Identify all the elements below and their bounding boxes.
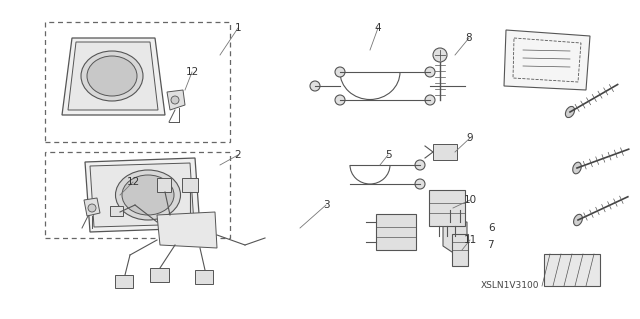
Polygon shape	[150, 268, 169, 282]
Text: XSLN1V3100: XSLN1V3100	[481, 280, 540, 290]
Polygon shape	[90, 163, 194, 227]
Polygon shape	[544, 254, 600, 286]
Circle shape	[335, 67, 345, 77]
Polygon shape	[182, 178, 198, 192]
Ellipse shape	[122, 175, 174, 215]
Ellipse shape	[115, 170, 180, 220]
Text: 11: 11	[463, 235, 477, 245]
Polygon shape	[504, 30, 590, 90]
Ellipse shape	[573, 214, 582, 226]
Circle shape	[335, 95, 345, 105]
Polygon shape	[84, 198, 100, 216]
Text: 4: 4	[374, 23, 381, 33]
Circle shape	[415, 160, 425, 170]
Circle shape	[425, 95, 435, 105]
Circle shape	[88, 204, 96, 212]
Polygon shape	[167, 90, 185, 110]
Polygon shape	[110, 206, 123, 216]
Ellipse shape	[565, 107, 575, 118]
Text: 12: 12	[186, 67, 198, 77]
Polygon shape	[452, 234, 468, 266]
Ellipse shape	[573, 162, 581, 174]
Polygon shape	[62, 38, 165, 115]
Text: 9: 9	[467, 133, 474, 143]
Polygon shape	[195, 270, 213, 284]
Text: 10: 10	[463, 195, 477, 205]
Circle shape	[425, 67, 435, 77]
Ellipse shape	[81, 51, 143, 101]
Polygon shape	[429, 190, 465, 226]
Text: 12: 12	[126, 177, 140, 187]
Text: 6: 6	[489, 223, 495, 233]
Text: 7: 7	[486, 240, 493, 250]
Text: 8: 8	[466, 33, 472, 43]
Text: 5: 5	[385, 150, 391, 160]
Circle shape	[310, 81, 320, 91]
Circle shape	[433, 48, 447, 62]
Circle shape	[415, 179, 425, 189]
Text: 1: 1	[235, 23, 241, 33]
Text: 3: 3	[323, 200, 330, 210]
Polygon shape	[443, 222, 467, 254]
Polygon shape	[433, 144, 457, 160]
Polygon shape	[157, 178, 171, 192]
Polygon shape	[115, 275, 133, 288]
Polygon shape	[376, 214, 416, 250]
Polygon shape	[68, 42, 158, 110]
Circle shape	[171, 96, 179, 104]
Polygon shape	[85, 158, 200, 232]
Polygon shape	[157, 212, 217, 248]
Text: 2: 2	[235, 150, 241, 160]
Ellipse shape	[87, 56, 137, 96]
